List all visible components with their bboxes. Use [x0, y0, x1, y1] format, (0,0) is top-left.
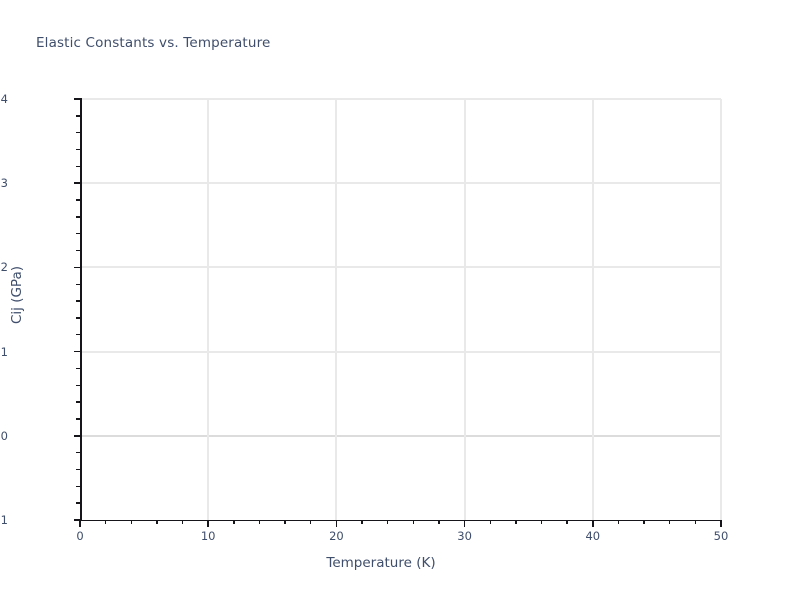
y-tick-minor	[76, 216, 80, 218]
x-tick-major	[720, 520, 722, 527]
y-tick-minor	[76, 283, 80, 285]
x-tick-label: 10	[200, 529, 216, 543]
x-tick-minor	[438, 520, 440, 524]
y-tick-label: 1	[0, 344, 8, 359]
y-tick-label: −1	[0, 513, 8, 527]
x-tick-label: 50	[713, 529, 729, 543]
x-tick-label: 40	[585, 529, 601, 543]
y-tick-minor	[76, 131, 80, 134]
y-tick-major	[73, 350, 80, 353]
x-tick-label: 0	[76, 529, 84, 543]
y-tick-minor	[76, 418, 80, 420]
gridline-x	[720, 99, 722, 520]
y-tick-major	[73, 519, 80, 521]
x-axis-tick-labels: 0 10 20 30 40 50	[0, 529, 800, 547]
y-tick-label: 0	[0, 428, 8, 443]
x-tick-minor	[386, 520, 389, 524]
x-tick-minor	[130, 520, 132, 524]
y-tick-minor	[76, 502, 80, 504]
x-tick-minor	[258, 520, 261, 524]
x-tick-label: 30	[457, 529, 472, 543]
y-tick-minor	[76, 468, 80, 471]
y-tick-label: 4	[0, 92, 8, 106]
y-tick-minor	[76, 233, 80, 235]
y-tick-label: 2	[0, 260, 8, 275]
x-tick-major	[207, 520, 209, 527]
x-tick-minor	[617, 520, 620, 524]
x-tick-major	[335, 520, 338, 527]
y-tick-minor	[76, 317, 80, 319]
y-tick-major	[73, 98, 80, 100]
x-tick-minor	[694, 520, 697, 524]
y-tick-minor	[76, 148, 80, 151]
x-tick-minor	[540, 520, 543, 524]
x-tick-minor	[643, 520, 645, 524]
x-tick-minor	[489, 520, 491, 524]
x-tick-major	[592, 520, 594, 527]
y-axis-tick-labels: −1 0 1 2 3 4	[0, 92, 80, 527]
gridline-y	[80, 350, 721, 353]
x-tick-minor	[361, 520, 363, 524]
x-tick-minor	[233, 520, 235, 524]
gridline-x	[207, 99, 210, 520]
x-tick-major	[79, 520, 81, 527]
plot-area	[80, 98, 722, 520]
gridline-y	[80, 98, 721, 100]
y-tick-major	[73, 182, 80, 184]
gridline-x	[591, 99, 594, 520]
y-tick-minor	[76, 401, 80, 403]
y-axis-ticks	[0, 98, 80, 521]
y-tick-minor	[76, 300, 80, 302]
chart-title: Elastic Constants vs. Temperature	[36, 35, 271, 51]
x-tick-minor	[284, 520, 286, 524]
x-tick-minor	[515, 520, 517, 524]
y-tick-minor	[76, 384, 80, 386]
y-tick-major	[73, 266, 80, 269]
y-tick-minor	[76, 334, 80, 336]
y-tick-minor	[76, 451, 80, 454]
y-tick-minor	[76, 199, 80, 201]
y-tick-minor	[76, 249, 80, 252]
x-tick-minor	[181, 520, 184, 524]
x-axis-label-text: Temperature (K)	[326, 555, 436, 571]
x-tick-label: 20	[329, 529, 344, 543]
y-tick-minor	[76, 367, 80, 370]
y-tick-label: 3	[0, 176, 8, 191]
y-axis-spine	[80, 98, 82, 521]
x-axis-spine	[80, 519, 722, 522]
gridline-x	[463, 99, 466, 520]
gridline-y	[80, 434, 721, 437]
x-tick-major	[463, 520, 466, 527]
x-tick-minor	[566, 520, 568, 524]
y-tick-minor	[76, 115, 80, 117]
gridline-y	[80, 266, 721, 269]
x-axis-ticks	[0, 520, 800, 534]
y-tick-minor	[76, 165, 80, 168]
x-tick-minor	[104, 520, 107, 524]
x-tick-minor	[156, 520, 158, 524]
gridline-x	[335, 99, 338, 520]
x-axis-label: Temperature (K)	[0, 555, 800, 571]
y-axis-label: Cij (GPa)	[9, 265, 25, 325]
x-tick-minor	[412, 520, 414, 524]
gridline-y	[80, 182, 721, 185]
y-tick-minor	[76, 485, 80, 487]
x-tick-minor	[669, 520, 671, 524]
y-tick-major	[73, 435, 80, 437]
x-tick-minor	[310, 520, 312, 524]
